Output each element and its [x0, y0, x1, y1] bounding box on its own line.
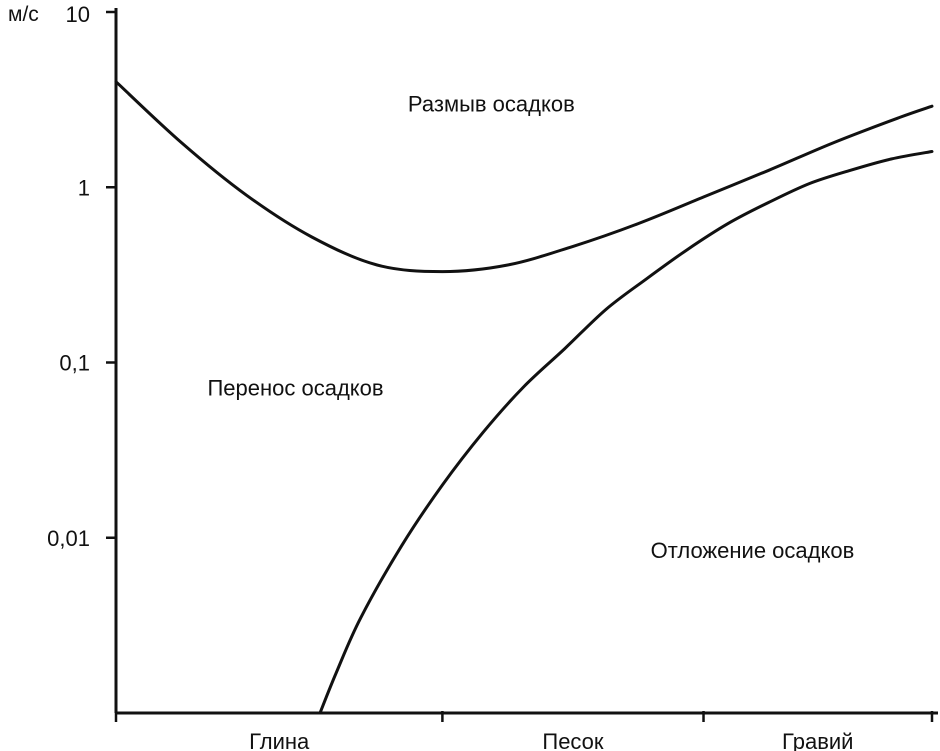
region-label-0: Размыв осадков — [408, 92, 575, 117]
curves-group — [114, 80, 934, 715]
category-label-0: Глина — [249, 729, 310, 751]
erosion-threshold-curve — [114, 80, 934, 274]
region-label-2: Отложение осадков — [651, 538, 855, 563]
axes-group — [114, 8, 938, 715]
region-labels-group: Размыв осадков Перенос осадков Отложение о… — [207, 92, 854, 563]
y-ticks-group: 10 1 0,1 0,01 — [47, 2, 117, 551]
category-labels-group: Глина Песок Гравий — [249, 729, 853, 751]
y-tick-label-0: 10 — [66, 2, 90, 27]
y-tick-label-2: 0,1 — [59, 351, 90, 376]
x-ticks-group — [114, 711, 934, 722]
deposition-threshold-curve — [318, 150, 934, 715]
category-label-1: Песок — [542, 729, 604, 751]
y-tick-label-1: 1 — [78, 175, 90, 200]
category-label-2: Гравий — [782, 729, 853, 751]
y-unit-label: м/с — [8, 3, 39, 26]
y-tick-label-3: 0,01 — [47, 526, 90, 551]
region-label-1: Перенос осадков — [207, 376, 383, 401]
